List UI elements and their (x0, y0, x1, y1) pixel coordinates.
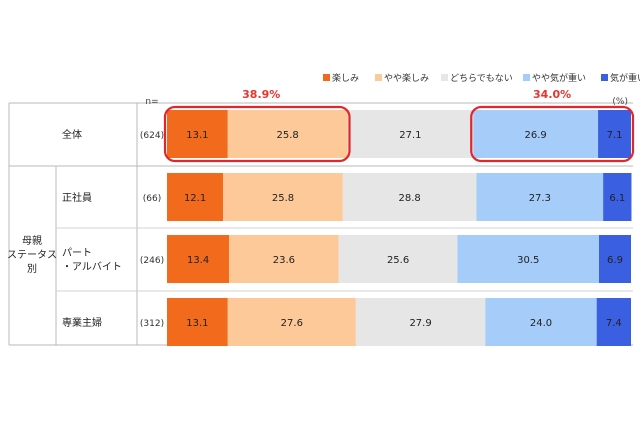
bar-value-label: 25.8 (277, 130, 299, 141)
bar-segment (167, 110, 228, 158)
bar-value-label: 27.9 (409, 318, 431, 329)
row-label: 専業主婦 (62, 316, 102, 329)
unit-label: (%) (612, 97, 628, 107)
annotation-negative-total: 34.0% (533, 88, 571, 101)
bar-segment (223, 173, 343, 221)
legend-label: どちらでもない (450, 73, 513, 84)
bar-value-label: 6.9 (607, 255, 623, 266)
bar-segment (598, 110, 631, 158)
bar-value-label: 27.1 (399, 130, 421, 141)
bar-segment (476, 173, 604, 221)
bar-segment (347, 110, 474, 158)
row-n-count: (246) (140, 256, 164, 266)
legend-swatch (375, 74, 382, 81)
bar-value-label: 7.4 (606, 318, 622, 329)
group-label: 母親 (22, 234, 42, 247)
legend-swatch (441, 74, 448, 81)
bar-value-label: 23.6 (273, 255, 295, 266)
bar-segment (227, 298, 356, 346)
bar-segment (355, 298, 486, 346)
bar-value-label: 30.5 (517, 255, 539, 266)
bar-value-label: 26.9 (525, 130, 547, 141)
bar-value-label: 12.1 (184, 193, 206, 204)
bar-value-label: 7.1 (607, 130, 623, 141)
legend-label: やや気が重い (532, 72, 586, 84)
row-label: パート (62, 247, 92, 259)
bar-segment (342, 173, 477, 221)
bar-value-label: 13.1 (186, 130, 208, 141)
n-label: n= (145, 97, 158, 107)
bar-value-label: 25.8 (272, 193, 294, 204)
bar-segment (227, 110, 348, 158)
row-n-count: (624) (140, 131, 164, 141)
legend-label: 楽しみ (332, 72, 359, 84)
legend-swatch (601, 74, 608, 81)
bar-segment (598, 235, 631, 283)
bar-segment (167, 173, 224, 221)
row-n-count: (312) (140, 319, 164, 329)
bar-segment (596, 298, 631, 346)
row-label: ・アルバイト (62, 261, 122, 273)
group-label: 別 (27, 263, 37, 275)
row-label: 正社員 (62, 191, 92, 204)
bar-segment (229, 235, 339, 283)
bar-value-label: 27.3 (529, 193, 551, 204)
bar-value-label: 13.4 (187, 255, 209, 266)
legend-swatch (523, 74, 530, 81)
legend-swatch (323, 74, 330, 81)
bar-segment (603, 173, 632, 221)
legend-label: 気が重い (610, 72, 640, 84)
highlight-box-positive (163, 105, 351, 163)
legend-label: やや楽しみ (384, 72, 429, 84)
bar-segment (485, 298, 597, 346)
bar-segment (167, 235, 230, 283)
group-label: ステータス (7, 249, 57, 261)
bar-value-label: 28.8 (399, 193, 421, 204)
bar-value-label: 24.0 (530, 318, 552, 329)
bar-value-label: 25.6 (387, 255, 409, 266)
bar-value-label: 27.6 (281, 318, 303, 329)
highlight-box-negative (470, 105, 635, 163)
bar-segment (167, 298, 228, 346)
bar-value-label: 13.1 (186, 318, 208, 329)
bar-segment (473, 110, 599, 158)
bar-segment (457, 235, 599, 283)
bar-segment (338, 235, 458, 283)
annotation-positive-total: 38.9% (242, 88, 280, 101)
row-n-count: (66) (143, 194, 161, 204)
bar-value-label: 6.1 (609, 193, 625, 204)
row-label: 全体 (62, 128, 82, 141)
